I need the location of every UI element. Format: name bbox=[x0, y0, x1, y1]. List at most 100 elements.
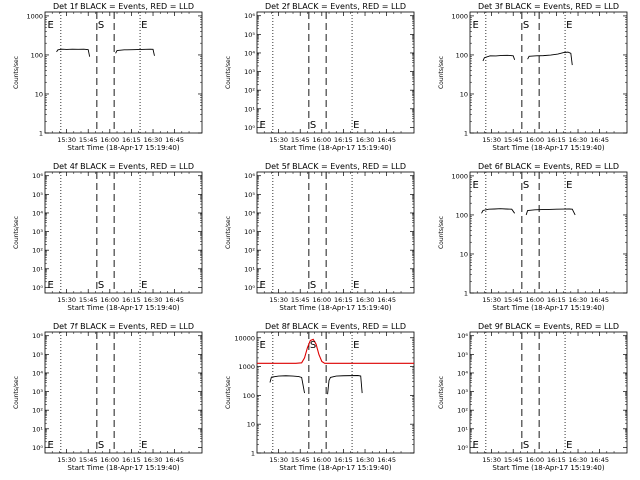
x-tick-label: 16:30 bbox=[144, 456, 163, 464]
x-tick-label: 16:15 bbox=[334, 136, 353, 144]
event-marker-label: E bbox=[259, 340, 265, 351]
x-tick-label: 16:45 bbox=[377, 296, 396, 304]
x-tick-label: 16:30 bbox=[356, 296, 375, 304]
panel-title: Det 3f BLACK = Events, RED = LLD bbox=[478, 2, 619, 11]
x-tick-label: 16:45 bbox=[590, 136, 609, 144]
detector-panel: Det 8f BLACK = Events, RED = LLD 1 10 100 10… bbox=[225, 322, 415, 472]
event-marker-label: S bbox=[310, 280, 316, 291]
y-axis-label: Counts/sec bbox=[225, 56, 232, 89]
y-tick-label: 10⁰ bbox=[32, 444, 43, 452]
y-axis-label: Counts/sec bbox=[13, 216, 20, 249]
y-tick-label: 10⁶ bbox=[32, 332, 43, 340]
x-axis-label: Start Time (18-Apr-17 15:19:40) bbox=[67, 304, 179, 312]
event-marker-label: S bbox=[310, 340, 316, 351]
x-tick-label: 15:45 bbox=[504, 136, 523, 144]
x-tick-label: 16:00 bbox=[312, 136, 331, 144]
x-tick-label: 16:15 bbox=[547, 456, 566, 464]
x-tick-label: 16:15 bbox=[122, 296, 141, 304]
x-tick-label: 16:45 bbox=[590, 296, 609, 304]
y-axis-label: Counts/sec bbox=[225, 216, 232, 249]
y-tick-label: 10⁰ bbox=[32, 284, 43, 292]
plot-frame bbox=[44, 171, 203, 294]
y-tick-label: 10⁴ bbox=[32, 369, 43, 377]
event-marker-label: E bbox=[47, 440, 53, 451]
y-tick-label: 10⁰ bbox=[244, 124, 255, 132]
x-axis-label: Start Time (18-Apr-17 15:19:40) bbox=[492, 304, 604, 312]
panel-title: Det 6f BLACK = Events, RED = LLD bbox=[478, 162, 619, 171]
y-axis-label: Counts/sec bbox=[13, 56, 20, 89]
x-tick-label: 16:30 bbox=[356, 136, 375, 144]
detector-panel: Det 9f BLACK = Events, RED = LLD 10⁰ 10¹ 10… bbox=[438, 322, 628, 472]
y-tick-label: 10⁶ bbox=[457, 332, 468, 340]
y-tick-label: 10⁵ bbox=[244, 31, 255, 39]
y-tick-label: 10⁴ bbox=[457, 369, 468, 377]
x-tick-label: 15:30 bbox=[57, 296, 76, 304]
x-tick-label: 15:45 bbox=[291, 136, 310, 144]
event-marker-label: E bbox=[566, 180, 572, 191]
y-tick-label: 100 bbox=[456, 211, 468, 219]
event-marker-label: S bbox=[523, 440, 529, 451]
x-tick-label: 15:30 bbox=[269, 136, 288, 144]
detector-panel: Det 2f BLACK = Events, RED = LLD 10⁰ 10¹ 10… bbox=[225, 2, 415, 152]
y-tick-label: 10³ bbox=[244, 68, 255, 76]
y-tick-label: 10 bbox=[460, 250, 468, 258]
event-marker-label: S bbox=[98, 20, 104, 31]
x-tick-label: 16:45 bbox=[165, 136, 184, 144]
event-marker-label: E bbox=[353, 120, 359, 131]
x-tick-label: 15:45 bbox=[504, 456, 523, 464]
panel-title: Det 4f BLACK = Events, RED = LLD bbox=[53, 162, 194, 171]
x-tick-label: 16:00 bbox=[100, 456, 119, 464]
y-tick-label: 10⁴ bbox=[244, 49, 255, 57]
event-marker-label: S bbox=[523, 20, 529, 31]
event-marker-label: E bbox=[259, 120, 265, 131]
y-tick-label: 1000 bbox=[451, 172, 468, 180]
y-tick-label: 1 bbox=[464, 290, 468, 298]
x-tick-label: 16:30 bbox=[569, 456, 588, 464]
x-tick-label: 15:45 bbox=[291, 296, 310, 304]
plot-frame bbox=[256, 11, 415, 134]
y-tick-label: 10 bbox=[35, 90, 43, 98]
y-tick-label: 10² bbox=[244, 247, 255, 255]
panel-title: Det 8f BLACK = Events, RED = LLD bbox=[265, 322, 406, 331]
y-tick-label: 1000 bbox=[451, 12, 468, 20]
y-tick-label: 10³ bbox=[32, 228, 43, 236]
event-marker-label: E bbox=[47, 20, 53, 31]
x-tick-label: 15:45 bbox=[79, 296, 98, 304]
x-tick-label: 16:30 bbox=[356, 456, 375, 464]
event-marker-label: E bbox=[259, 280, 265, 291]
y-tick-label: 10² bbox=[32, 247, 43, 255]
panel-title: Det 9f BLACK = Events, RED = LLD bbox=[478, 322, 619, 331]
plot-frame bbox=[469, 331, 628, 454]
y-tick-label: 10³ bbox=[32, 388, 43, 396]
x-tick-label: 15:45 bbox=[504, 296, 523, 304]
events-series-line bbox=[327, 375, 363, 395]
plot-frame bbox=[256, 331, 415, 454]
x-tick-label: 16:30 bbox=[144, 136, 163, 144]
plot-frame bbox=[256, 171, 415, 294]
plot-frame bbox=[469, 11, 628, 134]
y-tick-label: 10⁰ bbox=[244, 284, 255, 292]
events-series-line bbox=[482, 54, 516, 62]
x-tick-label: 16:15 bbox=[122, 456, 141, 464]
x-tick-label: 16:30 bbox=[144, 296, 163, 304]
plot-frame bbox=[469, 171, 628, 294]
event-marker-label: S bbox=[98, 440, 104, 451]
y-axis-label: Counts/sec bbox=[225, 376, 232, 409]
detector-panel: Det 7f BLACK = Events, RED = LLD 10⁰ 10¹ 10… bbox=[13, 322, 203, 472]
y-tick-label: 10³ bbox=[244, 228, 255, 236]
x-tick-label: 16:15 bbox=[334, 296, 353, 304]
y-tick-label: 1 bbox=[39, 130, 43, 138]
events-series-line bbox=[269, 375, 305, 394]
x-tick-label: 16:15 bbox=[547, 136, 566, 144]
events-series-line bbox=[481, 208, 516, 214]
event-marker-label: S bbox=[523, 180, 529, 191]
x-tick-label: 16:45 bbox=[590, 456, 609, 464]
event-marker-label: E bbox=[47, 280, 53, 291]
events-series-line bbox=[56, 48, 91, 57]
y-tick-label: 10 bbox=[247, 421, 255, 429]
x-tick-label: 16:30 bbox=[569, 296, 588, 304]
x-axis-label: Start Time (18-Apr-17 15:19:40) bbox=[279, 144, 391, 152]
x-axis-label: Start Time (18-Apr-17 15:19:40) bbox=[492, 144, 604, 152]
event-marker-label: E bbox=[472, 440, 478, 451]
